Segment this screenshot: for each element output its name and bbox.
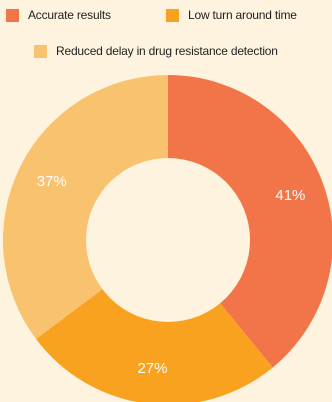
slice-value-label: 37% [37,173,67,190]
donut-hole [86,158,250,322]
legend-swatch [34,44,47,58]
slice-value-label: 27% [137,360,167,377]
slice-value-label: 41% [275,187,305,204]
labels-group: 41% 27% 37% [37,173,306,377]
slice-reduced-delay-in-drug-resistance-detection [3,75,169,339]
legend-swatch [6,8,19,22]
legend-swatch [166,8,179,22]
legend-label: Low turn around time [188,8,297,22]
slices-group [3,75,332,402]
slice-accurate-results [168,75,332,368]
legend-label: Reduced delay in drug resistance detecti… [56,44,278,58]
legend-item-low-turn-around-time: Low turn around time [166,8,297,22]
legend-item-reduced-delay: Reduced delay in drug resistance detecti… [34,44,278,58]
legend-item-accurate-results: Accurate results [6,8,111,22]
legend-label: Accurate results [28,8,111,22]
slice-low-turn-around-time [35,240,273,402]
